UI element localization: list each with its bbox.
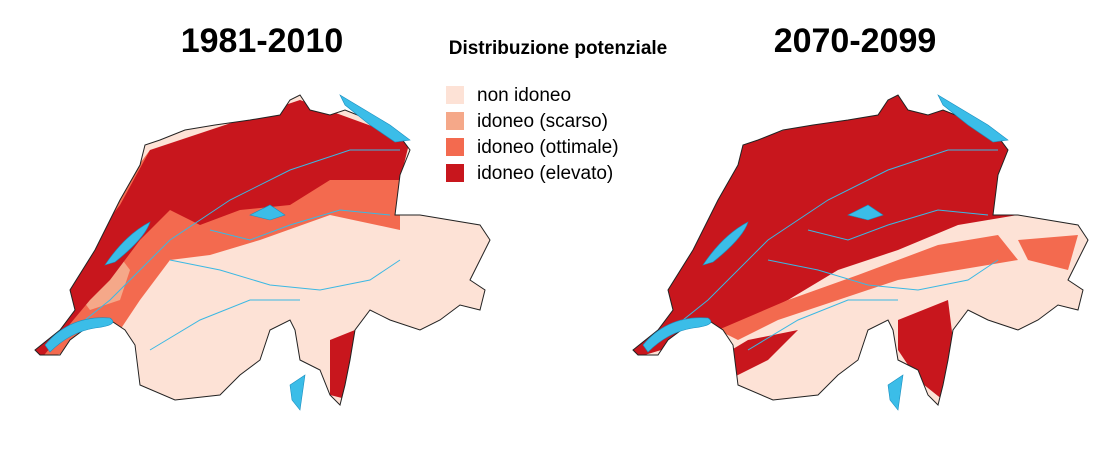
legend-swatch: [446, 164, 464, 182]
lake: [937, 94, 1009, 143]
border: [34, 94, 491, 406]
suitability-zone: [35, 100, 410, 360]
map-title: 1981-2010: [181, 22, 344, 60]
border: [632, 94, 1089, 406]
legend-label: idoneo (ottimale): [477, 137, 619, 158]
map-2070: [632, 94, 1089, 411]
river: [59, 149, 400, 341]
suitability-zone: [718, 235, 1018, 340]
river: [149, 299, 300, 351]
legend-swatch: [446, 112, 464, 130]
river: [767, 259, 999, 291]
lake: [847, 204, 884, 221]
legend: non idoneo idoneo (scarso) idoneo (ottimal…: [446, 85, 619, 184]
suitability-zone: [898, 300, 953, 400]
lake: [249, 204, 286, 221]
lake: [339, 94, 411, 143]
legend-swatch: [446, 138, 464, 156]
map-area: [633, 95, 1088, 405]
lake: [104, 221, 151, 266]
legend-title: Distribuzione potenziale: [449, 38, 668, 59]
lake: [289, 374, 306, 411]
river: [807, 209, 989, 241]
map-title: 2070-2099: [774, 22, 937, 60]
map-1981: [34, 94, 491, 411]
lake: [887, 374, 904, 411]
river: [747, 299, 898, 351]
legend-label: idoneo (scarso): [477, 111, 608, 132]
river: [657, 149, 998, 341]
lake: [44, 317, 114, 353]
suitability-zone: [330, 330, 355, 400]
legend-label: idoneo (elevato): [477, 163, 613, 184]
river: [209, 209, 391, 241]
legend-label: non idoneo: [477, 85, 571, 106]
lake: [642, 317, 712, 353]
river: [169, 259, 401, 291]
legend-swatch: [446, 86, 464, 104]
lake: [702, 221, 749, 266]
suitability-zone: [1018, 235, 1078, 270]
